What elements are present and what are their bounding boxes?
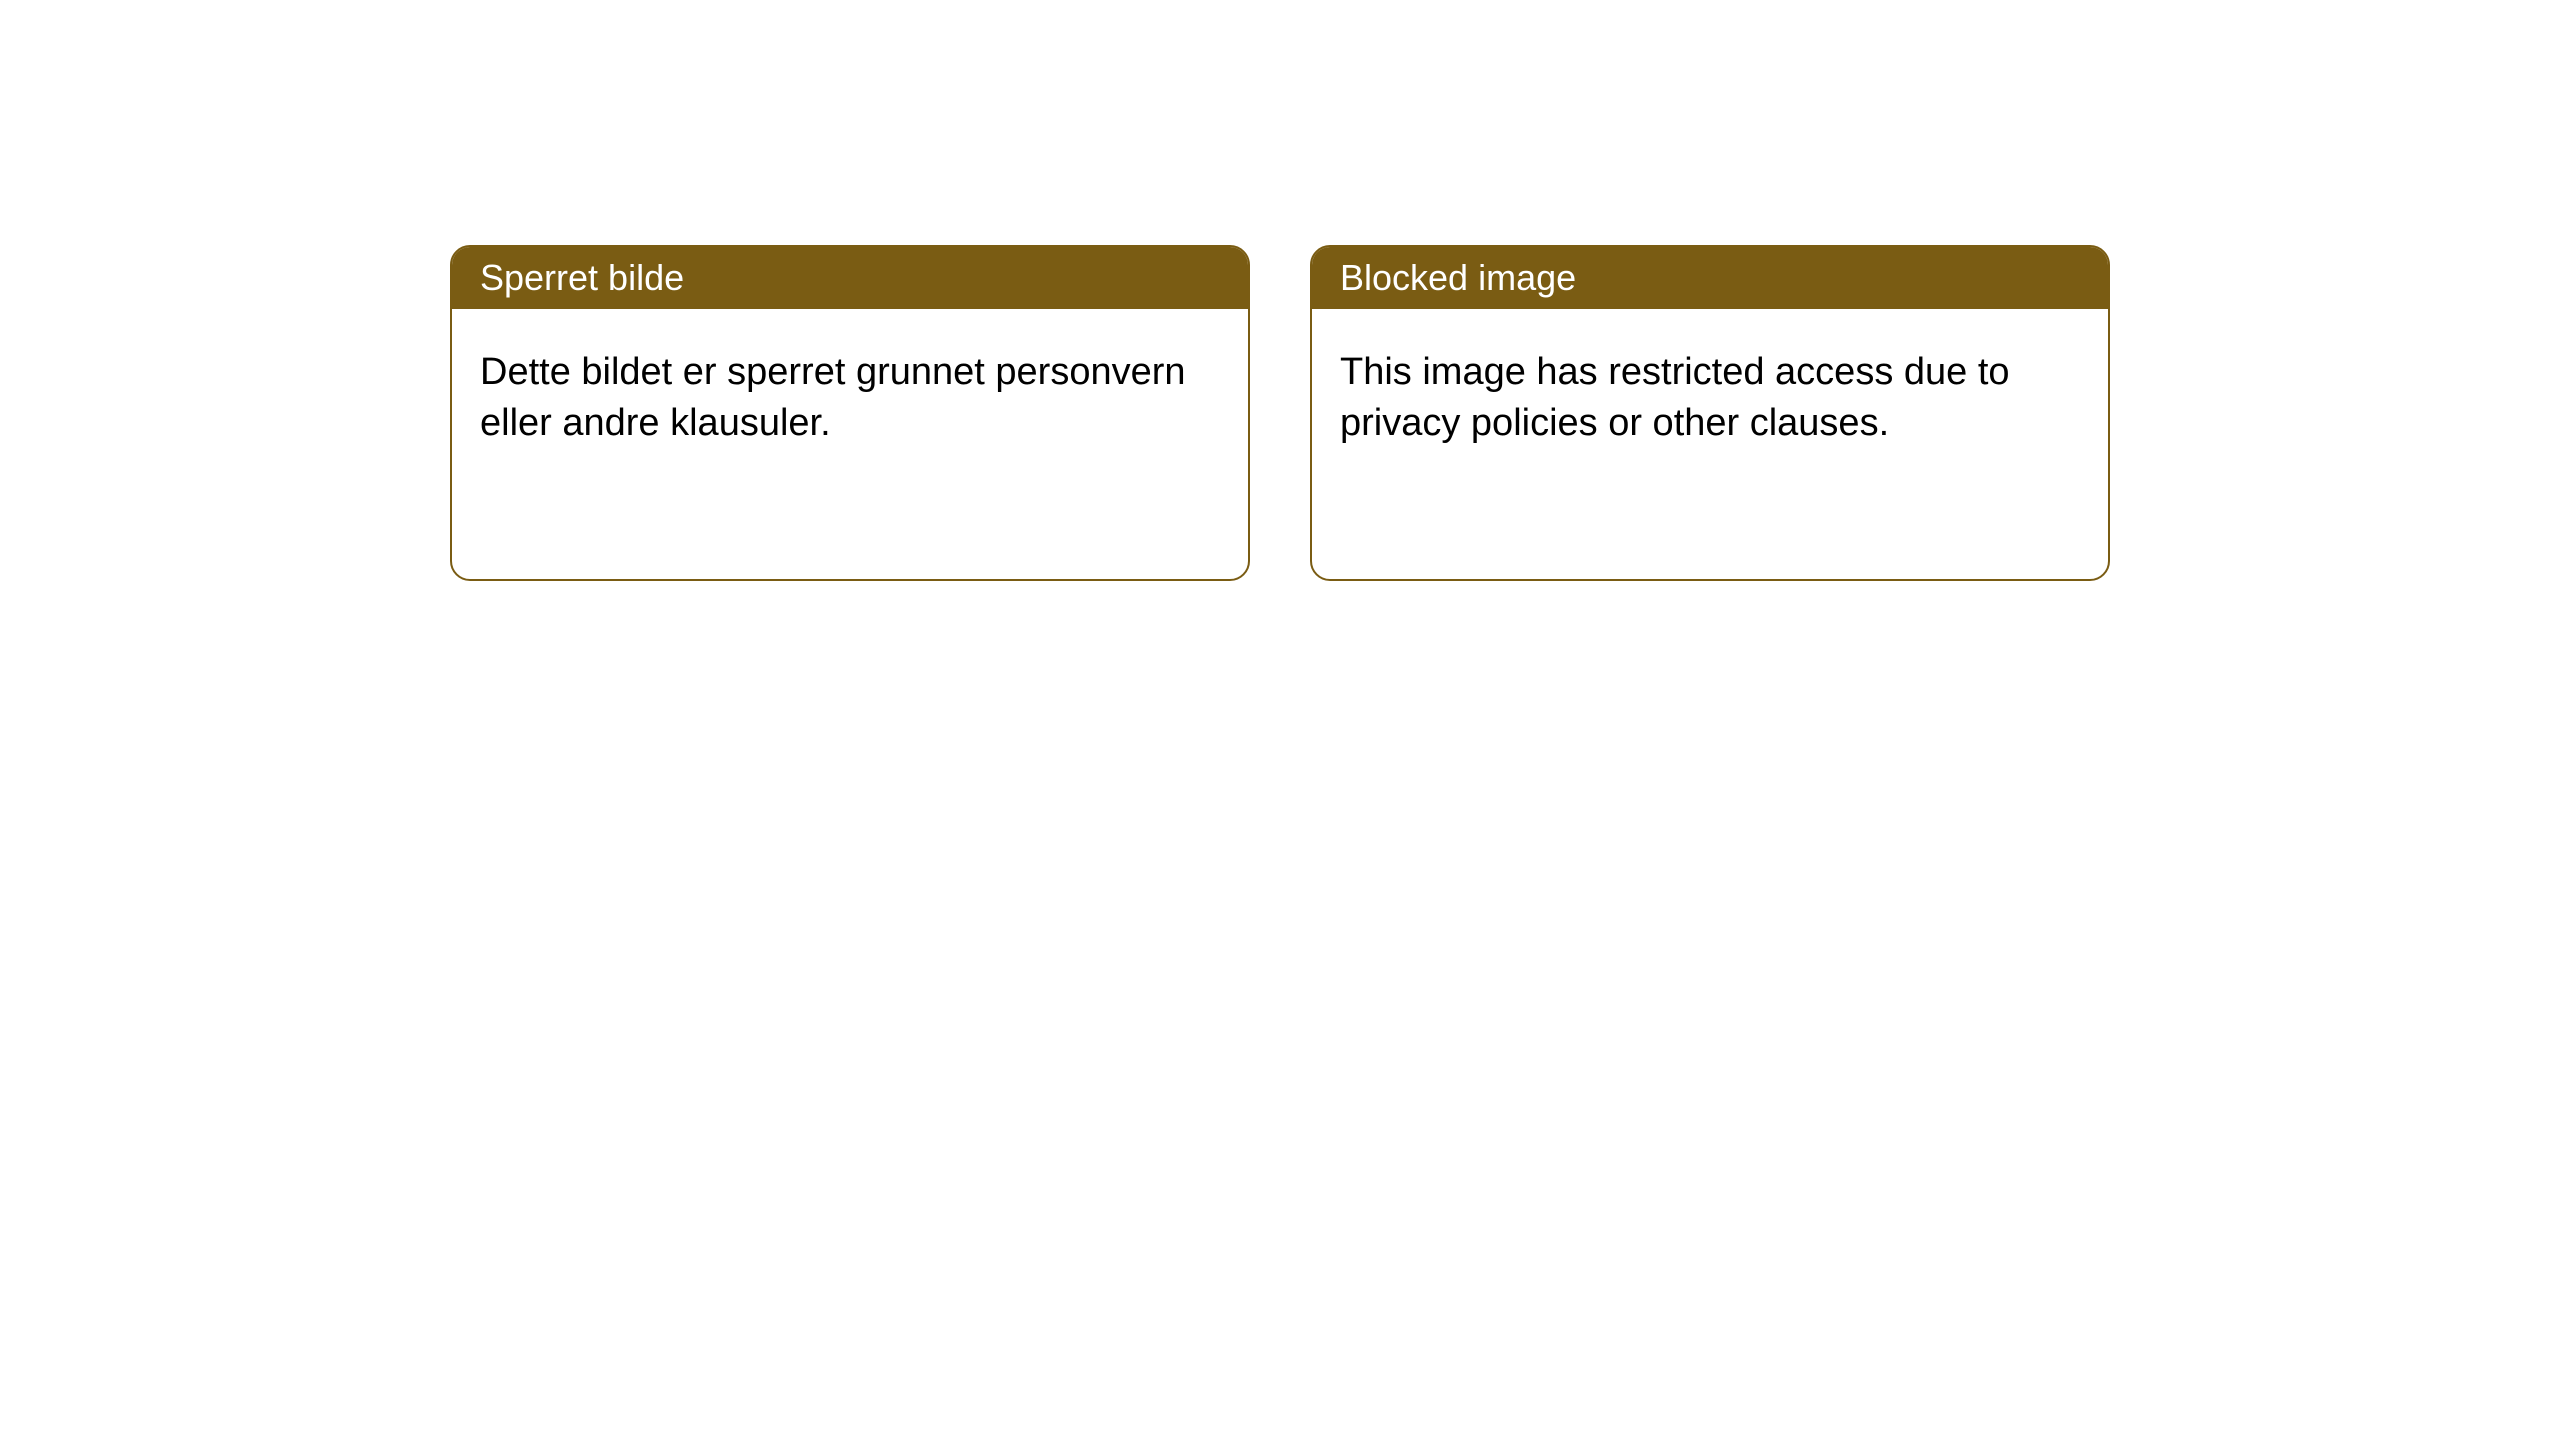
card-title: Sperret bilde (480, 257, 684, 298)
notice-card-norwegian: Sperret bilde Dette bildet er sperret gr… (450, 245, 1250, 581)
card-title: Blocked image (1340, 257, 1576, 298)
card-header: Sperret bilde (452, 247, 1248, 309)
card-header: Blocked image (1312, 247, 2108, 309)
notice-card-english: Blocked image This image has restricted … (1310, 245, 2110, 581)
notice-container: Sperret bilde Dette bildet er sperret gr… (0, 0, 2560, 581)
card-body: This image has restricted access due to … (1312, 309, 2108, 488)
card-body-text: This image has restricted access due to … (1340, 351, 2010, 444)
card-body: Dette bildet er sperret grunnet personve… (452, 309, 1248, 488)
card-body-text: Dette bildet er sperret grunnet personve… (480, 351, 1186, 444)
